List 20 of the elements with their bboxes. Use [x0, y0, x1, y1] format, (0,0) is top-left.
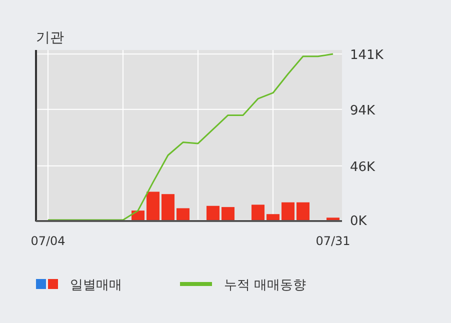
bar: [162, 194, 174, 220]
bar: [132, 210, 144, 220]
bar: [296, 202, 310, 220]
line-series: [47, 53, 334, 221]
bar: [282, 202, 294, 220]
y-tick-label: 141K: [350, 48, 384, 63]
legend-label: 일별매매: [70, 278, 122, 293]
y-tick-label: 0K: [350, 214, 368, 229]
bar: [176, 208, 190, 220]
bar: [222, 207, 234, 220]
x-tick-label: 07/31: [316, 234, 350, 248]
bar: [206, 206, 220, 220]
y-tick-label: 46K: [350, 160, 376, 175]
chart-title: 기관: [36, 30, 64, 46]
legend-label: 누적 매매동향: [224, 278, 306, 293]
bar: [252, 204, 264, 220]
x-tick-label: 07/04: [30, 234, 66, 248]
bar: [266, 214, 280, 220]
y-tick-label: 94K: [350, 103, 376, 118]
bar: [146, 192, 160, 220]
